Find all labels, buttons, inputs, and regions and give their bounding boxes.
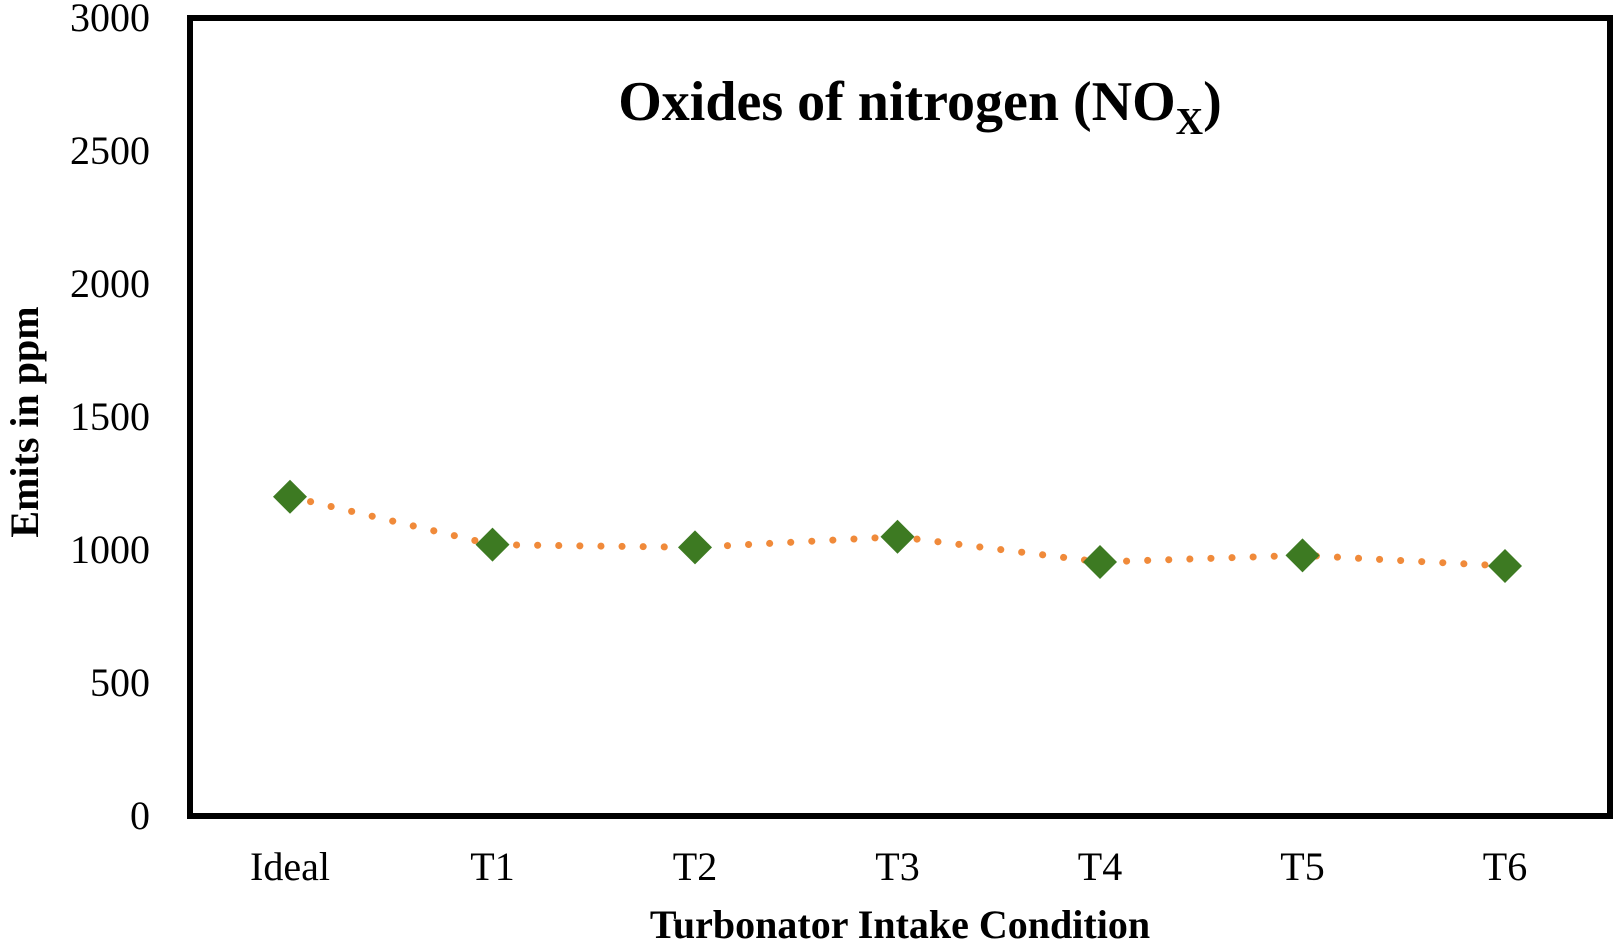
data-point-marker	[475, 527, 510, 562]
data-point-marker	[678, 530, 712, 565]
x-axis-ticks: Ideal T1 T2 T3 T4 T5 T6	[250, 844, 1527, 889]
y-tick-label: 3000	[70, 0, 150, 40]
y-tick-label: 1000	[70, 527, 150, 572]
chart-title: Oxides of nitrogen (NOX)	[618, 71, 1222, 143]
x-axis-title: Turbonator Intake Condition	[650, 902, 1150, 944]
data-point-marker	[273, 479, 307, 514]
plot-area-frame	[187, 15, 1613, 819]
data-point-marker	[1285, 538, 1320, 573]
data-point-marker	[1488, 548, 1522, 583]
y-tick-label: 500	[90, 660, 150, 705]
x-tick-label: T6	[1483, 844, 1527, 889]
chart-title-subscript: X	[1176, 101, 1203, 143]
y-tick-label: 2500	[70, 128, 150, 173]
x-tick-label: T2	[673, 844, 717, 889]
data-point-marker	[1083, 544, 1117, 579]
series-layer	[273, 479, 1522, 583]
y-axis-title: Emits in ppm	[2, 306, 47, 537]
y-tick-label: 2000	[70, 261, 150, 306]
chart-title-end: )	[1203, 71, 1222, 133]
x-tick-label: T5	[1280, 844, 1324, 889]
data-point-marker	[880, 519, 915, 554]
x-tick-label: Ideal	[250, 844, 330, 889]
chart-title-main: Oxides of nitrogen (NO	[618, 71, 1175, 133]
x-tick-label: T1	[470, 844, 514, 889]
x-tick-label: T3	[875, 844, 919, 889]
y-tick-label: 0	[130, 793, 150, 838]
y-axis-ticks: 0 500 1000 1500 2000 2500 3000	[70, 0, 150, 838]
y-tick-label: 1500	[70, 394, 150, 439]
x-tick-label: T4	[1078, 844, 1122, 889]
